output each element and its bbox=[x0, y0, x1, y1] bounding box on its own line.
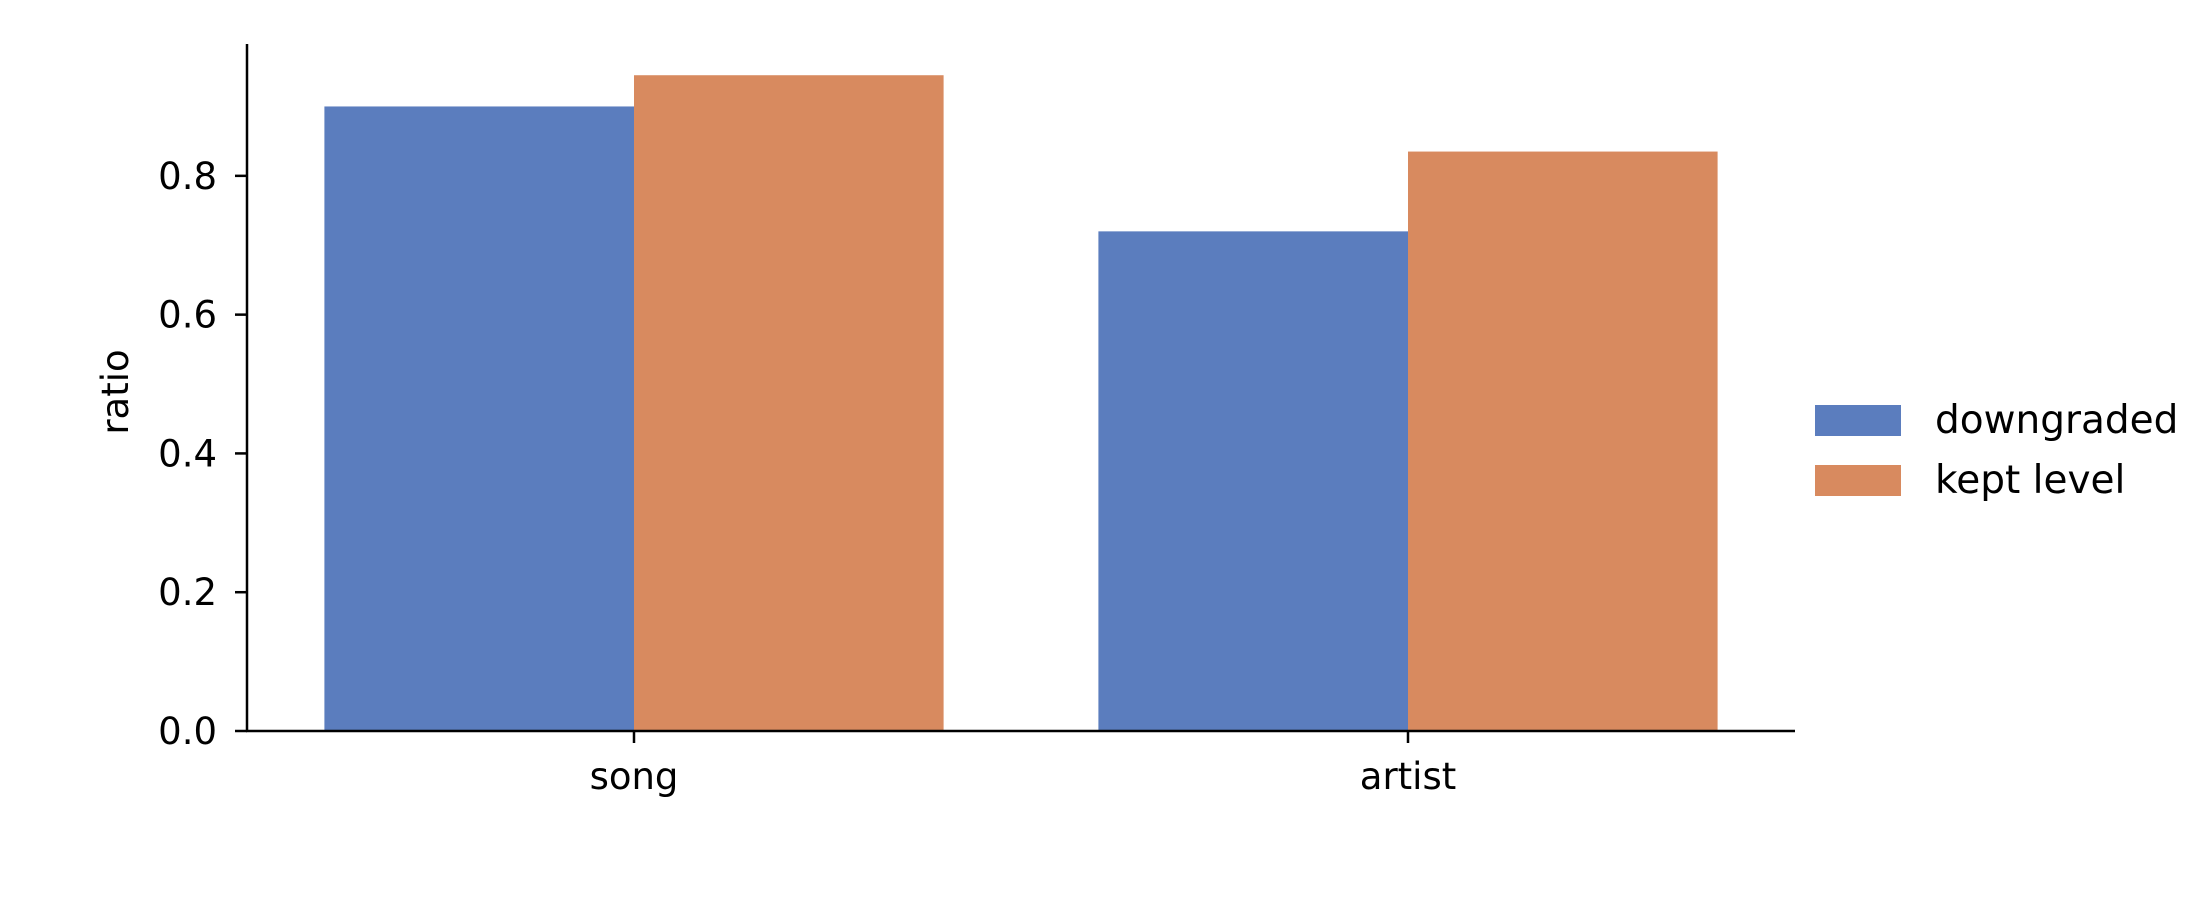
x-tick-label-artist: artist bbox=[1360, 755, 1456, 798]
y-tick-label: 0.0 bbox=[158, 710, 217, 753]
y-tick-label: 0.2 bbox=[158, 571, 217, 614]
y-ticks-group: 0.0 0.2 0.4 0.6 0.8 bbox=[158, 155, 247, 753]
x-tick-label-song: song bbox=[590, 755, 679, 798]
legend-swatch-downgraded bbox=[1815, 405, 1901, 436]
y-tick-label: 0.8 bbox=[158, 155, 217, 198]
legend-swatch-kept-level bbox=[1815, 465, 1901, 496]
bar-kept-level-song bbox=[634, 75, 944, 731]
x-ticks-group: song artist bbox=[590, 731, 1456, 798]
bar-downgraded-artist bbox=[1098, 231, 1408, 731]
legend: downgraded kept level bbox=[1815, 398, 2178, 503]
y-tick-label: 0.6 bbox=[158, 294, 217, 337]
y-tick-label: 0.4 bbox=[158, 432, 217, 475]
y-axis-label: ratio bbox=[94, 349, 137, 434]
bars-group bbox=[324, 75, 1718, 732]
bar-kept-level-artist bbox=[1408, 151, 1718, 731]
legend-label-kept-level: kept level bbox=[1935, 458, 2125, 503]
axes-group bbox=[245, 44, 1795, 733]
bar-downgraded-song bbox=[324, 106, 634, 732]
legend-label-downgraded: downgraded bbox=[1935, 398, 2178, 443]
